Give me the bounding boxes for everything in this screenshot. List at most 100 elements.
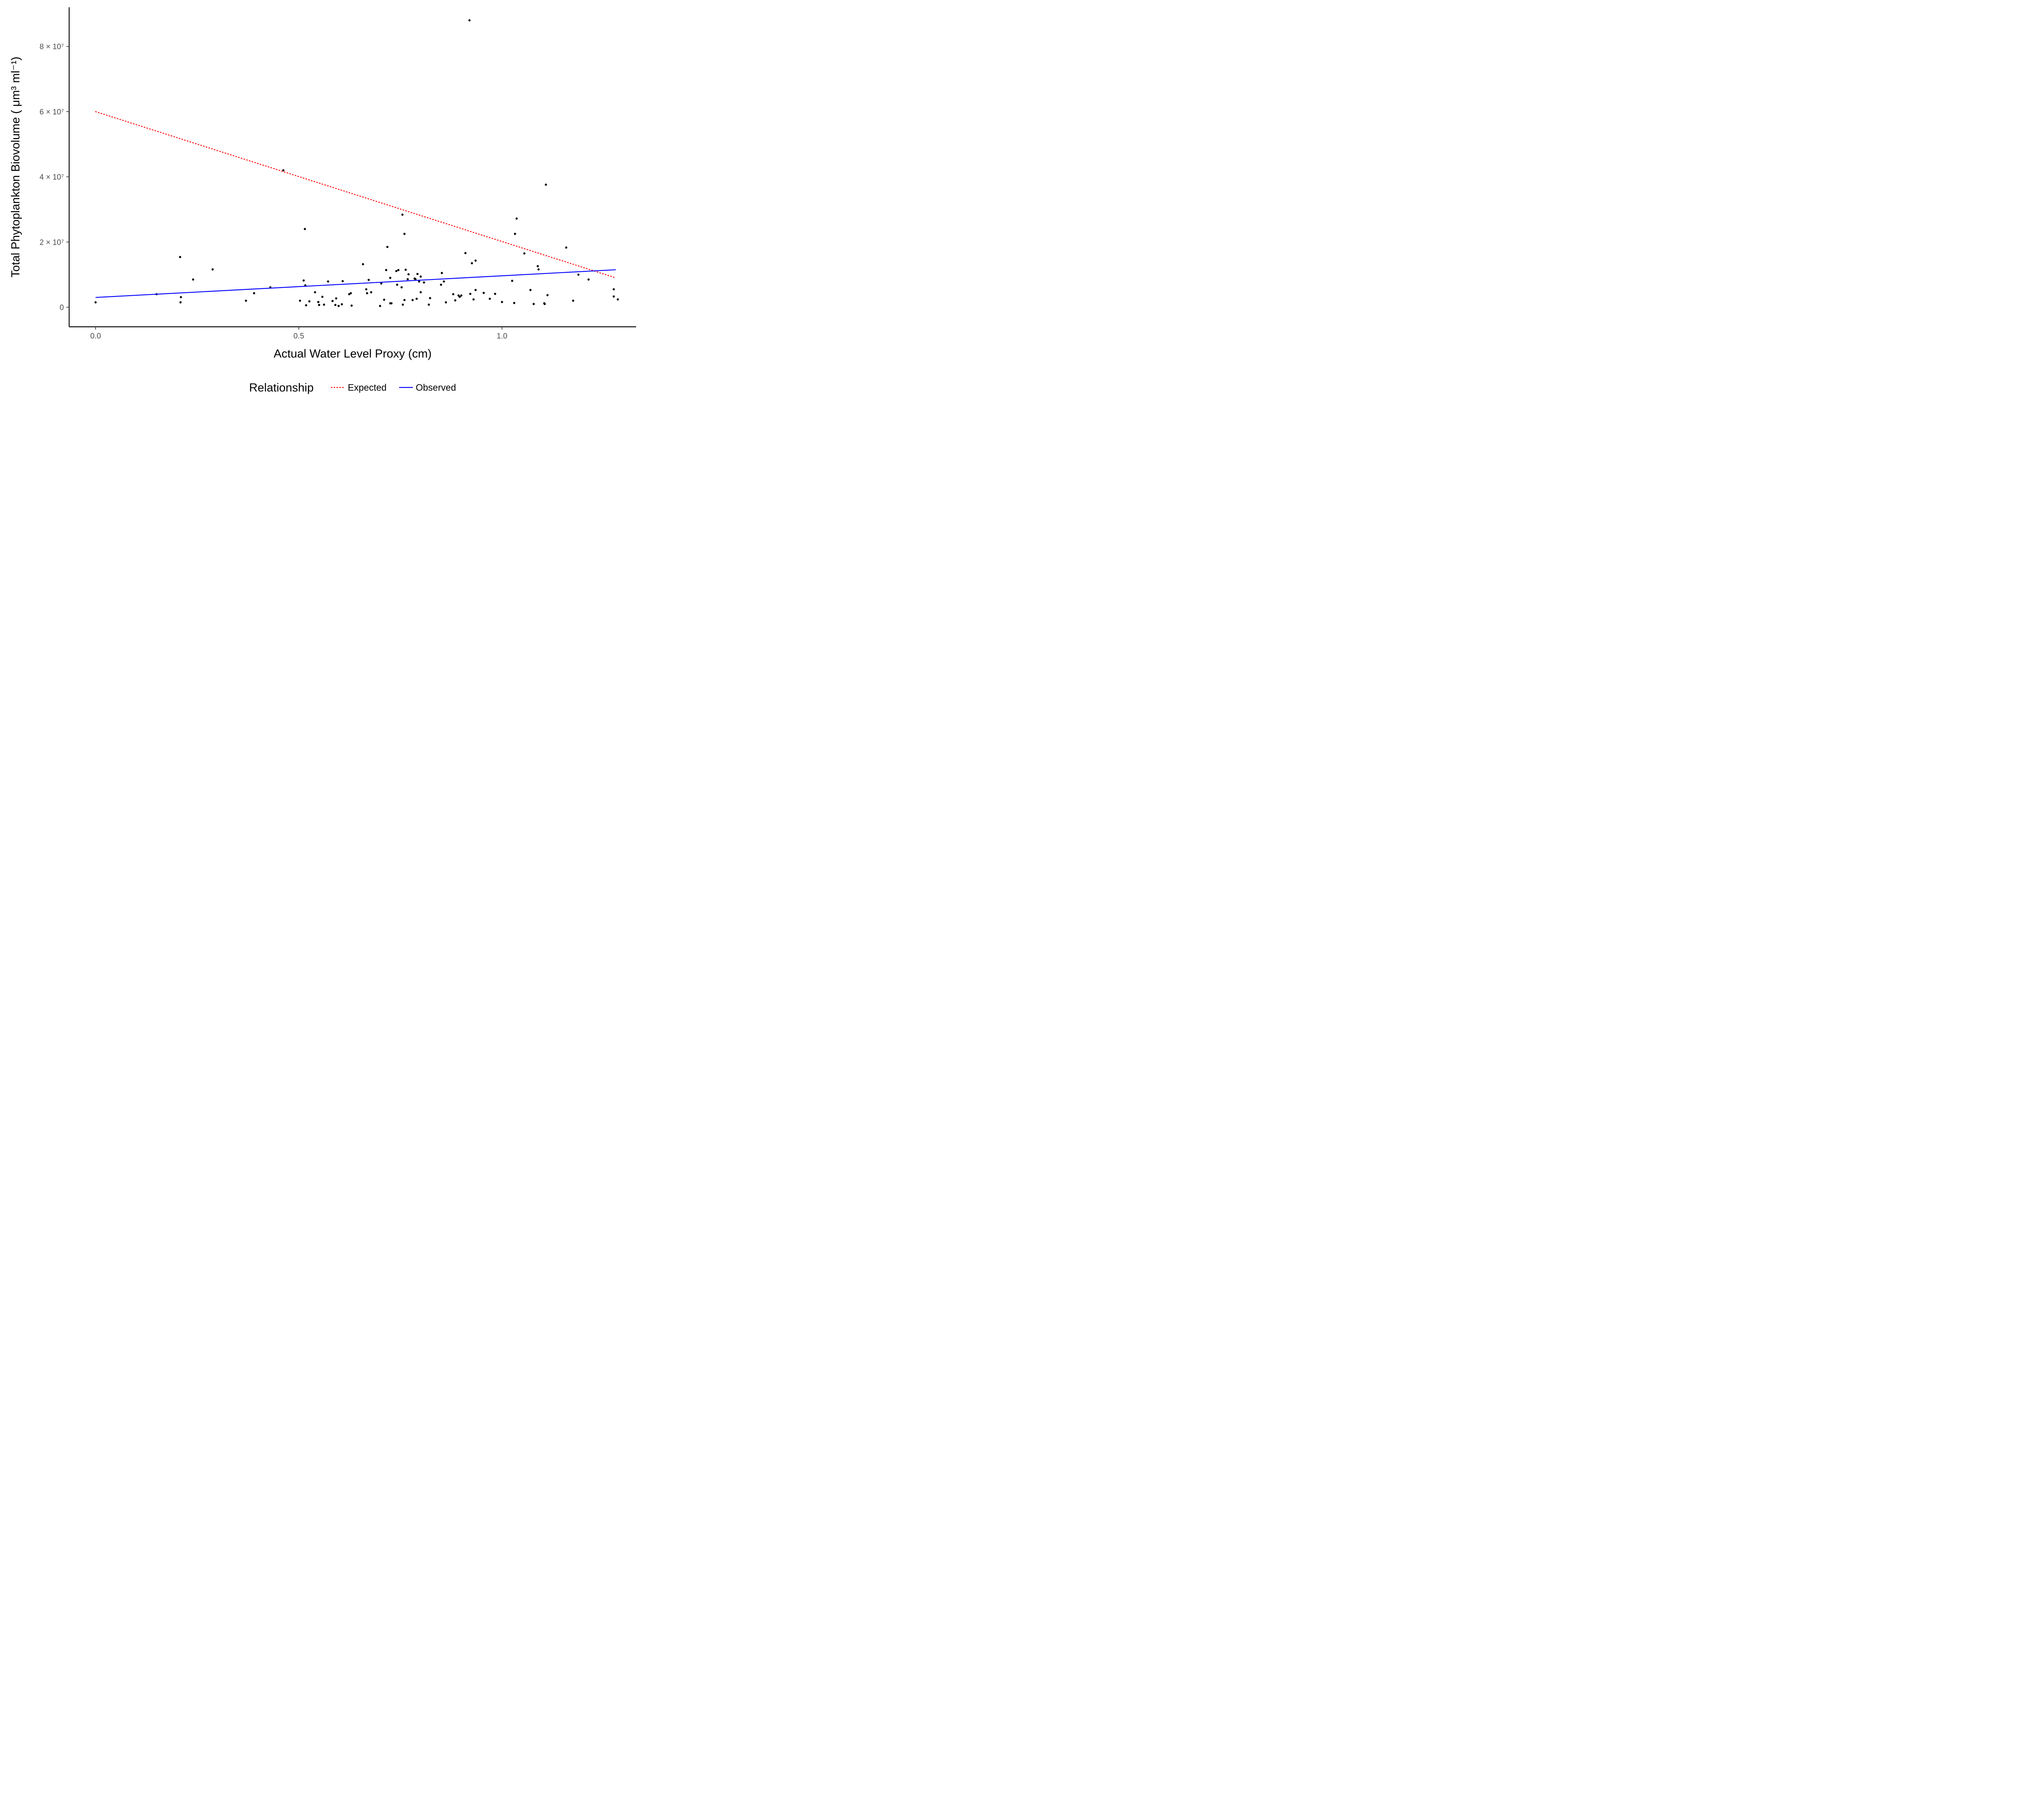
data-point [489, 297, 491, 300]
data-point [400, 286, 403, 289]
data-point [440, 284, 442, 286]
data-point [365, 288, 368, 290]
legend-title: Relationship [249, 381, 314, 394]
y-tick-label: 4 × 10⁷ [40, 173, 64, 182]
data-point [366, 292, 368, 294]
data-point [537, 265, 539, 267]
data-point [565, 246, 567, 249]
data-point [442, 280, 445, 283]
y-tick-label: 6 × 10⁷ [40, 108, 64, 116]
data-point [533, 303, 535, 305]
data-point [403, 299, 406, 301]
data-point [305, 304, 307, 307]
data-point [385, 269, 387, 271]
data-point [331, 300, 334, 303]
data-point [444, 301, 447, 304]
data-point [389, 277, 391, 279]
data-point [314, 291, 316, 294]
data-point [587, 278, 590, 281]
data-point [513, 302, 516, 304]
data-point [459, 296, 461, 298]
data-point [335, 297, 337, 300]
data-point [544, 303, 546, 305]
data-point [349, 292, 352, 294]
data-point [212, 268, 214, 271]
y-tick-label: 2 × 10⁷ [40, 238, 64, 247]
data-point [390, 302, 393, 305]
data-point [501, 301, 503, 303]
observed-line [95, 269, 616, 298]
data-point [472, 298, 475, 301]
trend-lines [95, 111, 616, 298]
data-point [299, 299, 301, 302]
data-point [321, 296, 324, 298]
data-point [511, 279, 514, 282]
data-point [452, 293, 455, 296]
data-point [416, 273, 419, 275]
data-point [334, 304, 336, 306]
y-tick-label: 0 [59, 304, 64, 312]
data-point [545, 183, 547, 186]
data-points [94, 19, 619, 307]
x-tick-label: 0.5 [294, 332, 304, 341]
data-point [471, 262, 473, 265]
data-point [327, 280, 329, 283]
data-point [577, 273, 580, 276]
data-point [515, 217, 518, 220]
data-point [253, 292, 255, 294]
data-point [454, 299, 457, 302]
x-tick-label: 1.0 [497, 332, 507, 341]
data-point [617, 298, 619, 301]
data-point [341, 280, 344, 282]
data-point [380, 282, 383, 285]
data-point [317, 301, 319, 303]
data-point [523, 252, 526, 255]
data-point [407, 273, 410, 275]
data-point [546, 294, 549, 296]
data-point [440, 272, 443, 274]
expected-line [95, 111, 616, 279]
data-point [245, 299, 247, 302]
data-point [395, 270, 398, 272]
data-point [341, 303, 343, 306]
data-point [379, 305, 381, 307]
data-point [529, 289, 532, 291]
data-point [414, 278, 417, 281]
data-point [403, 233, 406, 235]
data-point [418, 280, 421, 283]
data-point [367, 279, 370, 281]
legend: Relationship Expected Observed [249, 381, 456, 394]
data-point [514, 233, 516, 235]
data-point [427, 303, 430, 306]
data-point [318, 304, 320, 306]
data-point [308, 300, 311, 303]
x-axis-title: Actual Water Level Proxy (cm) [274, 347, 432, 360]
data-point [464, 252, 467, 254]
data-point [179, 256, 182, 258]
data-point [404, 269, 407, 271]
data-point [383, 298, 385, 301]
data-point [494, 292, 496, 295]
data-point [415, 297, 418, 300]
data-point [180, 296, 182, 298]
data-point [474, 259, 477, 262]
data-point [192, 278, 195, 281]
data-point [337, 305, 340, 307]
data-point [419, 291, 422, 294]
data-point [370, 291, 372, 294]
data-point [482, 292, 485, 294]
data-point [411, 299, 414, 301]
data-point [323, 303, 325, 306]
y-axis-ticks: 0 2 × 10⁷ 4 × 10⁷ 6 × 10⁷ 8 × 10⁷ [40, 43, 69, 312]
data-point [362, 263, 364, 265]
data-point [304, 228, 306, 230]
y-tick-label: 8 × 10⁷ [40, 43, 64, 51]
data-point [460, 294, 463, 297]
legend-label-observed: Observed [416, 382, 456, 393]
y-axis-title: Total Phytoplankton Biovolume ( μm³ ml⁻¹… [9, 57, 22, 277]
data-point [613, 295, 615, 298]
data-point [94, 301, 97, 304]
data-point [423, 281, 425, 284]
data-point [469, 292, 472, 295]
